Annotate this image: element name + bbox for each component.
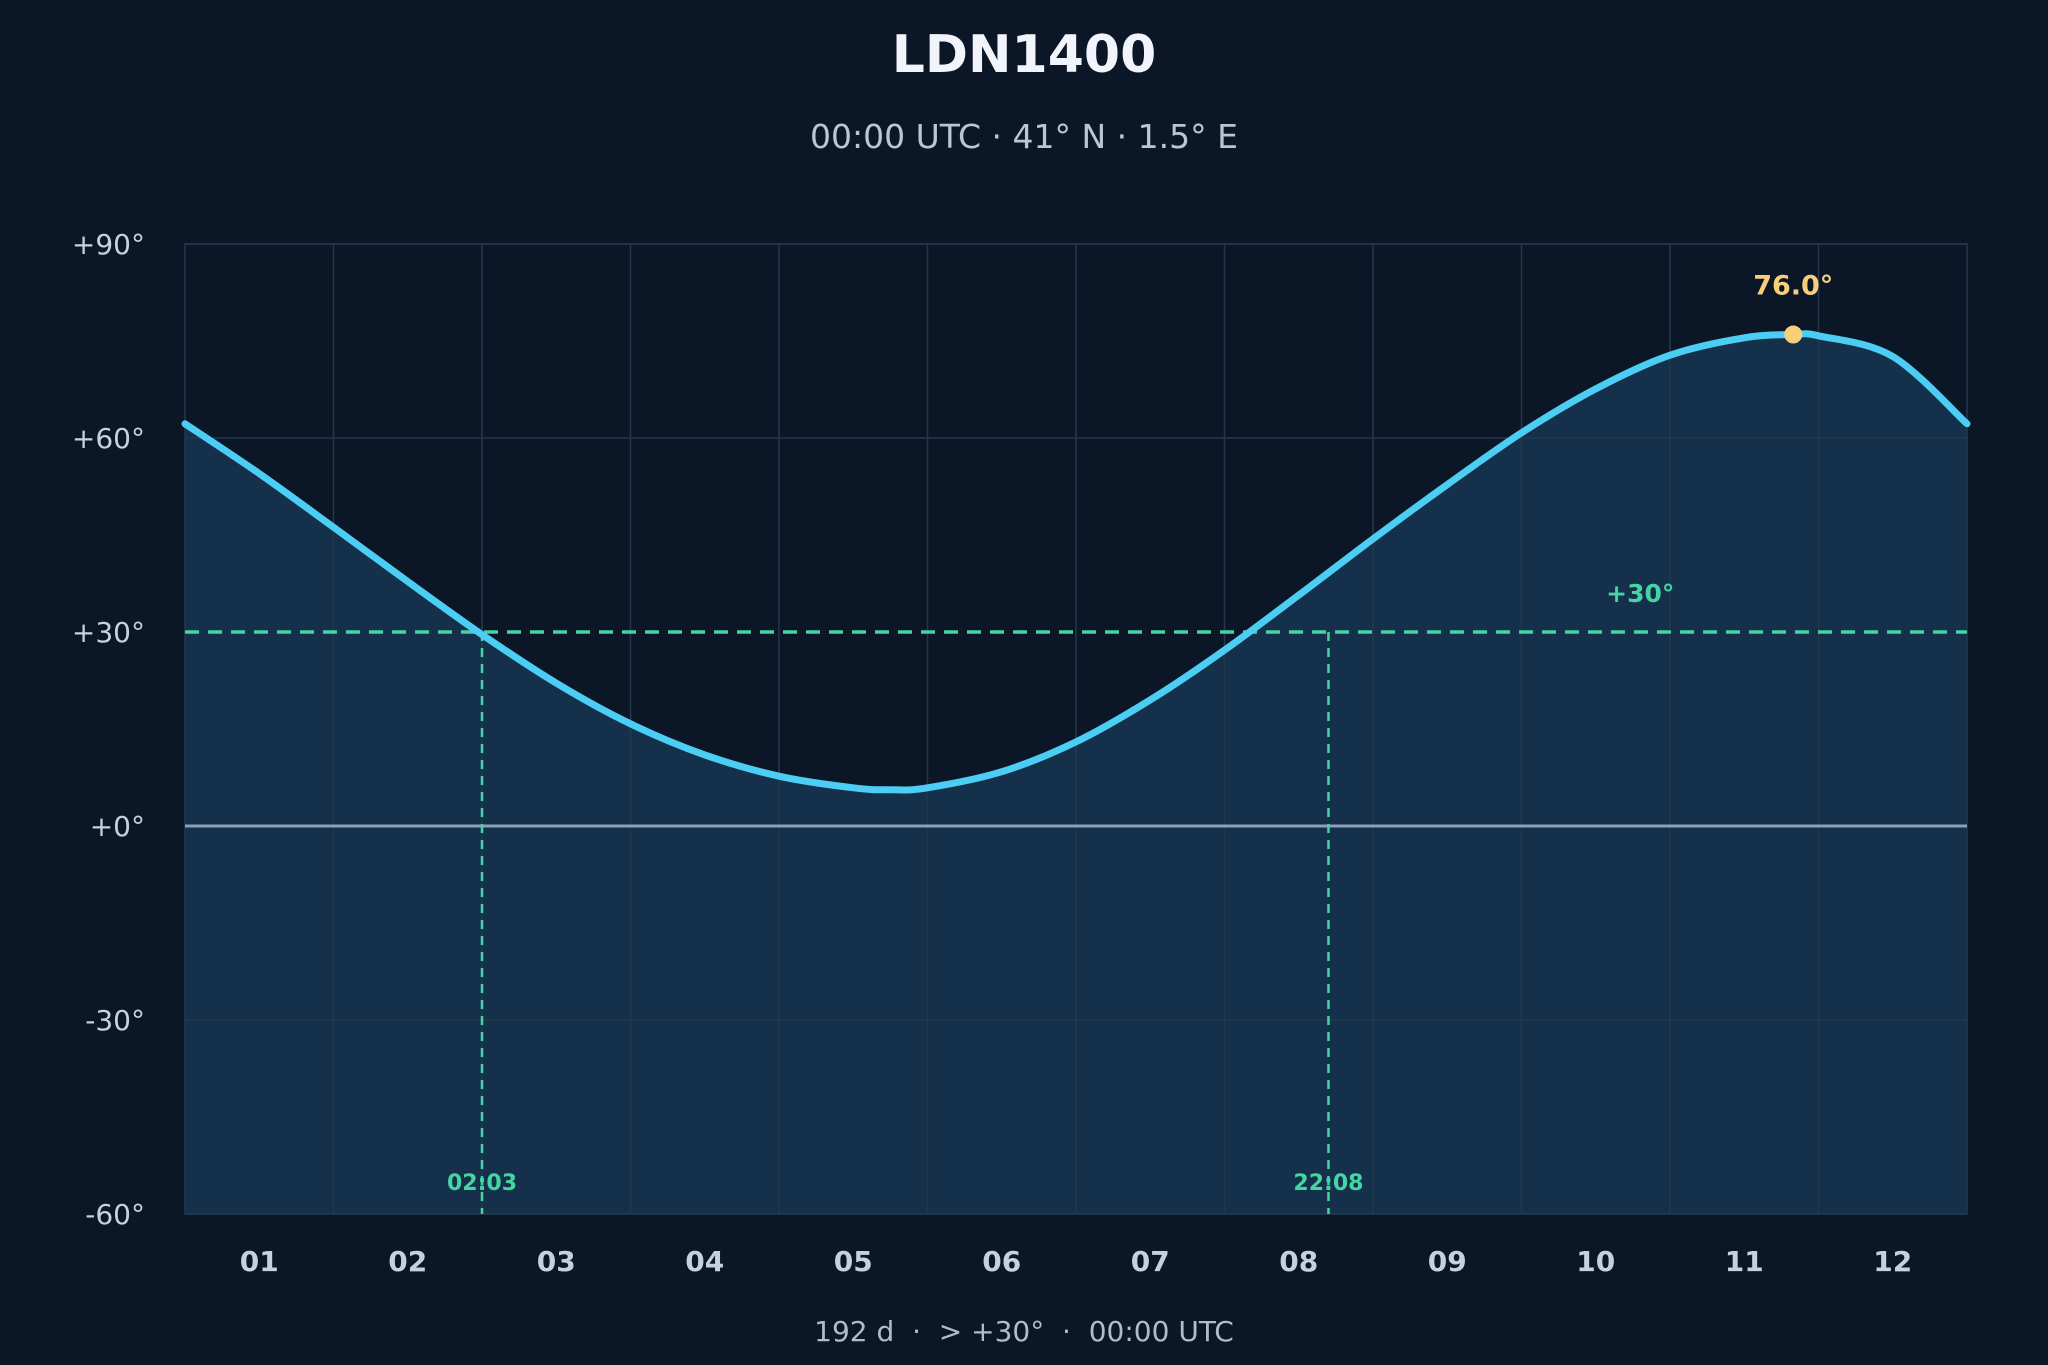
x-tick-label: 10 [1576, 1245, 1615, 1278]
peak-label: 76.0° [1753, 271, 1833, 302]
x-tick-label: 08 [1279, 1245, 1318, 1278]
x-tick-label: 01 [240, 1245, 279, 1278]
altitude-curve-layer [181, 325, 1971, 794]
x-tick-label: 06 [982, 1245, 1021, 1278]
x-tick-label: 09 [1428, 1245, 1467, 1278]
x-tick-label: 03 [537, 1245, 576, 1278]
x-tick-label: 07 [1131, 1245, 1170, 1278]
plot-border [184, 243, 1968, 1215]
crossing-time-label: 02:03 [447, 1171, 517, 1196]
chart-footer: 192 d · > +30° · 00:00 UTC [814, 1315, 1234, 1348]
y-tick-label: +0° [90, 810, 145, 843]
y-tick-label: -30° [85, 1004, 145, 1037]
peak-marker [1784, 325, 1803, 344]
x-tick-label: 11 [1725, 1245, 1764, 1278]
chart-title: LDN1400 [892, 25, 1157, 85]
grid [184, 243, 1968, 1215]
chart-subtitle: 00:00 UTC · 41° N · 1.5° E [810, 117, 1238, 156]
x-tick-label: 04 [685, 1245, 724, 1278]
y-tick-label: -60° [85, 1198, 145, 1231]
threshold-label: +30° [1606, 579, 1674, 608]
chart-text: LDN1400 00:00 UTC · 41° N · 1.5° E 192 d… [72, 25, 1912, 1348]
reference-lines [185, 630, 1967, 1214]
altitude-curve [181, 330, 1971, 794]
y-tick-label: +90° [72, 228, 145, 261]
x-tick-label: 02 [388, 1245, 427, 1278]
crossing-time-label: 22:08 [1293, 1171, 1363, 1196]
x-tick-label: 05 [834, 1245, 873, 1278]
x-tick-label: 12 [1873, 1245, 1912, 1278]
y-tick-label: +30° [72, 616, 145, 649]
y-tick-label: +60° [72, 422, 145, 455]
